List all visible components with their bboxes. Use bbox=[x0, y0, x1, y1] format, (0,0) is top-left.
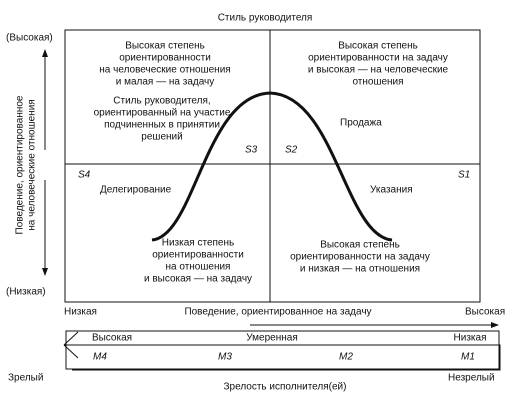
text: и высокая — на человеческие bbox=[308, 65, 449, 76]
y-label: на человеческие отношения bbox=[27, 99, 38, 230]
style-code: S4 bbox=[78, 170, 91, 181]
y-high: (Высокая) bbox=[6, 33, 53, 44]
mature: Зрелый bbox=[8, 373, 43, 384]
text: и высокая — на задачу bbox=[144, 274, 252, 285]
text: и малая — на задачу bbox=[116, 77, 215, 88]
style-code: S2 bbox=[285, 145, 298, 156]
text: ориентированности на задачу bbox=[290, 252, 430, 263]
text: Высокая степень bbox=[125, 41, 205, 52]
text: ориентированности на задачу bbox=[308, 53, 448, 64]
text: решений bbox=[141, 132, 182, 143]
maturity-level: Низкая bbox=[454, 333, 487, 344]
x-high: Высокая bbox=[465, 307, 505, 318]
maturity-box bbox=[65, 330, 500, 370]
text: на человеческие отношения bbox=[99, 65, 230, 76]
maturity-level: Высокая bbox=[92, 333, 132, 344]
style-label: Указания bbox=[370, 185, 413, 196]
text: на отношения bbox=[166, 262, 231, 273]
text: подчиненных в принятии bbox=[104, 120, 220, 131]
maturity-label: Зрелость исполнителя(ей) bbox=[224, 382, 347, 393]
immature: Незрелый bbox=[448, 373, 495, 384]
title: Стиль руководителя bbox=[218, 13, 313, 24]
x-low: Низкая bbox=[64, 307, 97, 318]
x-label: Поведение, ориентированное на задачу bbox=[184, 307, 371, 318]
style-label: Делегирование bbox=[100, 185, 172, 196]
y-low: (Низкая) bbox=[6, 287, 46, 298]
style-label: Продажа bbox=[340, 118, 382, 129]
y-label: Поведение, ориентированное bbox=[15, 95, 26, 234]
style-code: S1 bbox=[458, 170, 470, 181]
maturity-code: M3 bbox=[218, 352, 232, 363]
maturity-level: Умеренная bbox=[246, 333, 297, 344]
maturity-code: M2 bbox=[339, 352, 353, 363]
text: Высокая степень bbox=[338, 41, 418, 52]
text: ориентированности bbox=[152, 250, 244, 261]
quadrant: Высокая степень ориентированности на чел… bbox=[99, 41, 448, 285]
text: и низкая — на отношения bbox=[300, 264, 420, 275]
text: ориентированности bbox=[119, 53, 211, 64]
text: Стиль руководителя, bbox=[113, 96, 210, 107]
maturity-code: M4 bbox=[93, 352, 107, 363]
text: отношения bbox=[352, 77, 403, 88]
text: ориентированный на участие bbox=[94, 108, 231, 119]
frame bbox=[42, 29, 501, 371]
style-code: S3 bbox=[245, 145, 258, 156]
maturity-code: M1 bbox=[461, 352, 475, 363]
text: Низкая степень bbox=[162, 238, 234, 249]
text: Высокая степень bbox=[320, 240, 400, 251]
